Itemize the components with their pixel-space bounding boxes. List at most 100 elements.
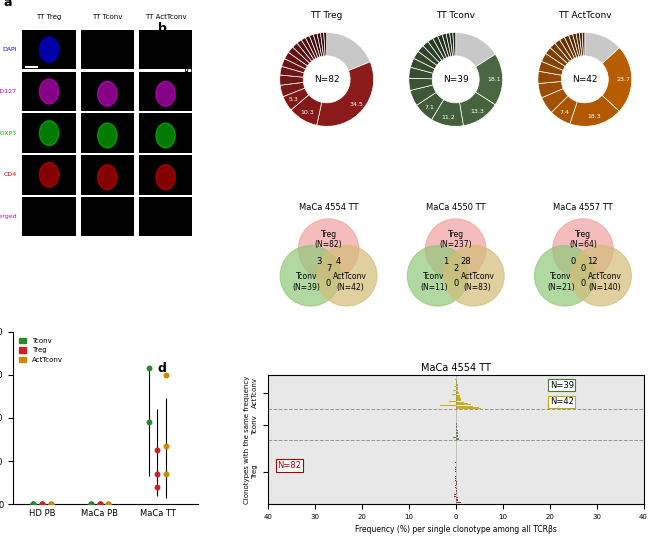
Bar [456,404,471,405]
Text: N=39: N=39 [550,381,574,390]
Text: ActTconv
(N=42): ActTconv (N=42) [333,272,367,292]
Title: TT Treg: TT Treg [311,11,343,20]
Circle shape [571,246,631,306]
Wedge shape [437,35,449,58]
Wedge shape [538,82,564,98]
Wedge shape [309,35,320,58]
Bar [456,490,458,491]
Wedge shape [324,32,327,56]
Bar [456,484,457,485]
Text: 7: 7 [326,264,332,273]
Text: Tconv
(N=11): Tconv (N=11) [420,272,448,292]
Point [28,500,38,509]
Bar [456,398,461,399]
Bar [456,382,457,383]
Wedge shape [541,89,568,112]
Bar [456,403,468,404]
Bar [456,427,457,428]
Text: N=82: N=82 [278,461,302,470]
Title: MaCa 4557 TT: MaCa 4557 TT [553,203,613,212]
Bar [456,381,457,382]
Text: 2: 2 [453,264,458,273]
Text: 10.3: 10.3 [300,110,314,115]
Bar [138,72,192,111]
Text: 0: 0 [580,278,586,288]
Point [152,470,162,478]
Text: 4: 4 [335,257,341,266]
Circle shape [98,165,117,190]
Wedge shape [539,61,563,75]
Text: ActTconv
(N=140): ActTconv (N=140) [588,272,621,292]
Text: TT ActTconv: TT ActTconv [145,14,187,20]
Point [86,500,96,509]
Bar [453,390,456,391]
Wedge shape [579,32,584,56]
Point [94,499,105,508]
Circle shape [552,219,613,279]
Wedge shape [576,33,582,56]
Wedge shape [320,32,325,56]
Wedge shape [573,33,580,57]
Wedge shape [289,47,309,66]
Point [46,500,56,509]
Point [103,500,114,509]
Wedge shape [409,67,433,79]
Bar [22,197,76,236]
Bar [456,426,457,427]
Wedge shape [555,40,572,61]
Bar [440,405,456,406]
Point [161,370,172,379]
Wedge shape [551,96,577,124]
Wedge shape [569,34,578,58]
Bar [456,435,458,436]
Text: N=39: N=39 [443,75,469,84]
Point [46,500,56,509]
Bar [138,197,192,236]
Bar [22,155,76,195]
Point [36,500,47,509]
Title: MaCa 4554 TT: MaCa 4554 TT [299,203,358,212]
Bar [456,388,458,389]
Bar [456,424,457,425]
Text: 0: 0 [453,278,458,288]
Bar [455,485,456,486]
Wedge shape [432,100,463,127]
Text: Treg
(N=64): Treg (N=64) [569,230,597,249]
Wedge shape [280,75,304,85]
Wedge shape [280,82,305,96]
Bar [456,436,458,437]
Bar [454,496,456,497]
Bar [456,438,459,439]
Point [144,364,154,373]
Wedge shape [564,35,577,58]
Bar [456,400,461,401]
Circle shape [426,219,486,279]
Bar [454,494,456,495]
Text: a: a [4,0,12,9]
Wedge shape [417,92,444,119]
Wedge shape [297,40,314,61]
Text: Tconv
(N=39): Tconv (N=39) [293,272,320,292]
Bar [456,393,460,394]
Bar [456,391,458,392]
Text: 0: 0 [571,257,576,266]
Text: N=42: N=42 [572,75,597,84]
Bar [454,386,456,387]
Text: 7.1: 7.1 [424,105,434,110]
Circle shape [40,79,58,104]
Bar [456,432,458,433]
Bar [456,397,460,398]
Wedge shape [585,32,619,64]
Bar [454,487,456,488]
Text: 34.5: 34.5 [349,102,363,107]
Text: Tconv
(N=21): Tconv (N=21) [547,272,575,292]
Text: N=82: N=82 [314,75,339,84]
Wedge shape [550,43,570,64]
Bar [452,394,456,395]
Legend: Tconv, Treg, ActTconv: Tconv, Treg, ActTconv [16,335,66,366]
Text: ActTconv
(N=83): ActTconv (N=83) [461,272,495,292]
Point [28,500,38,509]
Wedge shape [582,32,585,56]
Circle shape [298,219,359,279]
Wedge shape [418,46,439,65]
